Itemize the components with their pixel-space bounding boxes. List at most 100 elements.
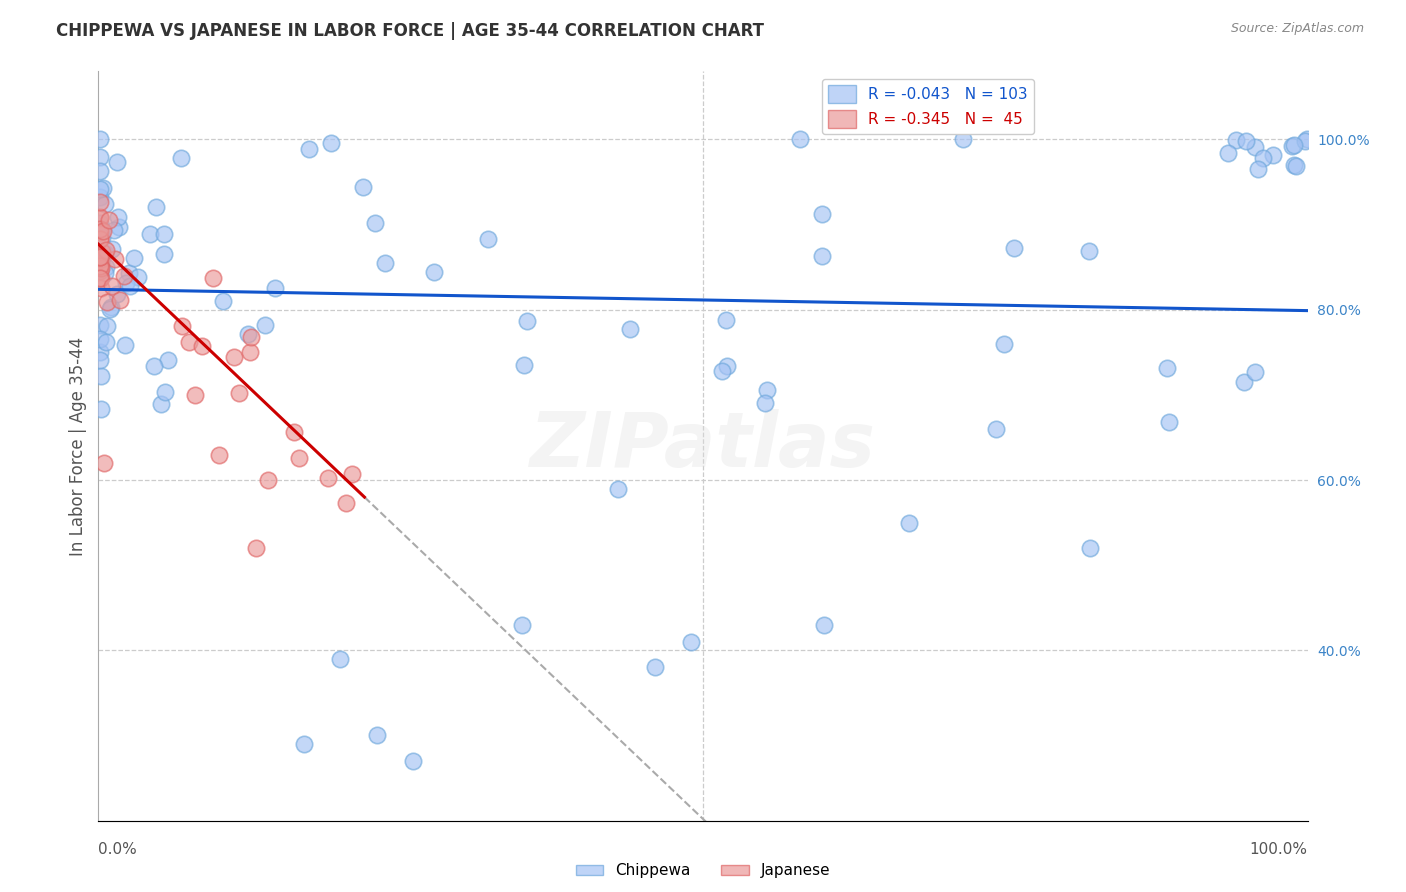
Point [813,617,835,632]
Point [516,314,538,328]
Point [510,617,533,632]
Point [153,384,176,399]
Point [228,386,250,401]
Point [897,516,920,530]
Point [89,271,111,285]
Point [100,279,122,293]
Point [89,222,111,236]
Point [1295,132,1317,146]
Point [1263,147,1285,161]
Point [153,227,176,242]
Point [245,541,267,556]
Legend: R = -0.043   N = 103, R = -0.345   N =  45: R = -0.043 N = 103, R = -0.345 N = 45 [823,79,1033,134]
Point [1285,159,1308,173]
Point [423,265,446,279]
Point [177,335,200,350]
Point [96,319,118,334]
Point [1282,137,1305,152]
Point [1247,162,1270,177]
Point [1159,415,1181,429]
Point [89,353,111,368]
Point [96,260,118,274]
Point [810,249,832,263]
Point [477,232,499,246]
Point [90,245,112,260]
Text: ZIPatlas: ZIPatlas [530,409,876,483]
Point [94,246,117,260]
Point [364,216,387,230]
Point [1244,140,1267,154]
Point [239,330,262,344]
Point [89,232,111,246]
Point [1282,158,1305,172]
Point [89,232,111,246]
Point [90,255,112,269]
Point [105,287,128,301]
Point [789,132,811,146]
Point [103,223,125,237]
Point [93,246,115,260]
Point [89,263,111,277]
Point [952,132,974,146]
Point [170,318,193,333]
Point [107,211,129,225]
Point [90,252,112,267]
Point [94,197,117,211]
Point [89,259,111,273]
Point [94,334,117,349]
Point [402,754,425,768]
Point [993,337,1015,351]
Point [108,293,131,308]
Point [89,182,111,196]
Point [89,164,111,178]
Point [755,383,778,397]
Point [122,252,145,266]
Point [90,270,112,285]
Point [1294,134,1316,148]
Point [89,318,111,333]
Legend: Chippewa, Japanese: Chippewa, Japanese [569,857,837,884]
Point [91,222,114,236]
Point [89,216,111,230]
Point [139,227,162,241]
Point [679,635,702,649]
Point [89,257,111,271]
Point [1078,244,1101,259]
Point [89,225,111,239]
Point [1234,134,1257,148]
Point [191,339,214,353]
Point [716,359,738,374]
Point [292,737,315,751]
Point [89,210,111,224]
Point [89,250,111,264]
Point [127,270,149,285]
Point [89,258,111,272]
Point [811,207,834,221]
Point [93,456,115,470]
Point [256,473,278,487]
Point [283,425,305,439]
Point [97,212,120,227]
Point [1004,241,1026,255]
Point [208,448,231,462]
Point [94,243,117,257]
Point [96,294,118,309]
Point [374,256,396,270]
Point [352,180,374,194]
Point [89,211,111,225]
Point [98,301,121,316]
Point [90,280,112,294]
Point [100,300,122,314]
Point [319,136,342,150]
Point [107,219,129,234]
Point [318,470,340,484]
Point [114,338,136,352]
Point [329,652,352,666]
Point [222,350,245,364]
Point [105,155,128,169]
Point [90,260,112,275]
Point [1244,365,1267,379]
Point [118,279,141,293]
Point [366,729,388,743]
Point [714,313,737,327]
